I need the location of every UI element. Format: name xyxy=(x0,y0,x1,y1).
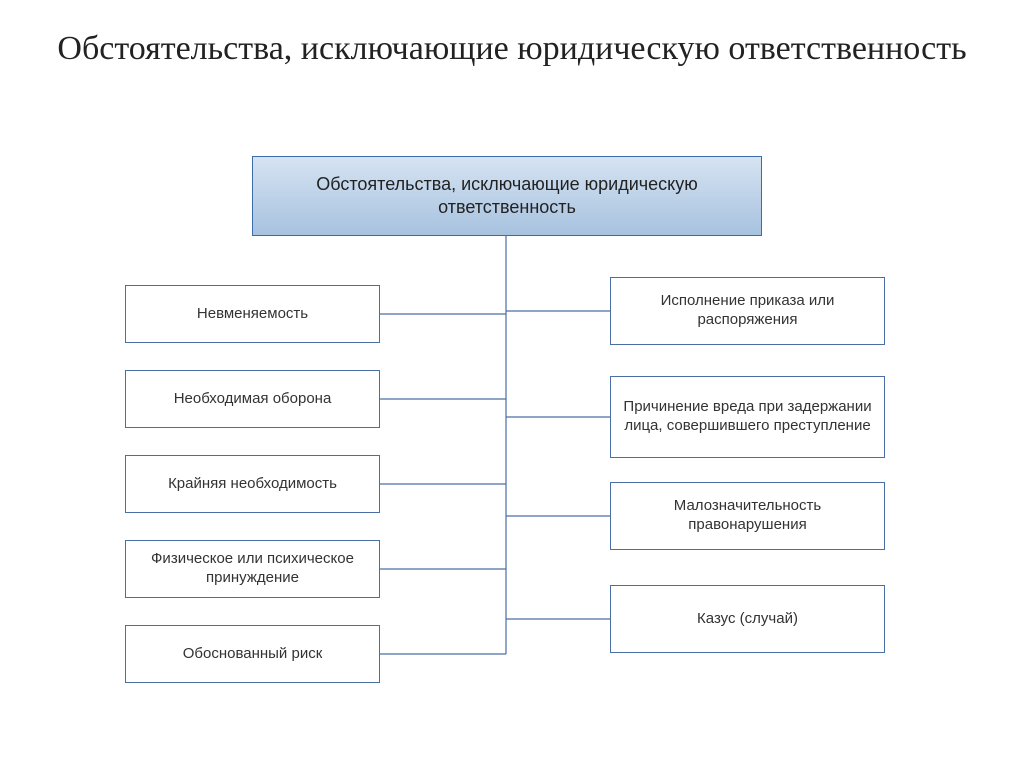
leaf-label: Казус (случай) xyxy=(697,610,798,629)
slide-title: Обстоятельства, исключающие юридическую … xyxy=(0,28,1024,71)
leaf-label: Исполнение приказа или распоряжения xyxy=(621,292,874,330)
leaf-left-1: Необходимая оборона xyxy=(125,370,380,428)
leaf-right-0: Исполнение приказа или распоряжения xyxy=(610,277,885,345)
leaf-right-3: Казус (случай) xyxy=(610,585,885,653)
leaf-label: Физическое или психическое принуждение xyxy=(136,550,369,588)
root-node-label: Обстоятельства, исключающие юридическую … xyxy=(281,173,733,220)
leaf-left-0: Невменяемость xyxy=(125,285,380,343)
root-node: Обстоятельства, исключающие юридическую … xyxy=(252,156,762,236)
leaf-left-3: Физическое или психическое принуждение xyxy=(125,540,380,598)
leaf-left-4: Обоснованный риск xyxy=(125,625,380,683)
leaf-label: Крайняя необходимость xyxy=(168,475,337,494)
slide: Обстоятельства, исключающие юридическую … xyxy=(0,0,1024,767)
leaf-label: Малозначительность правонарушения xyxy=(621,497,874,535)
leaf-label: Невменяемость xyxy=(197,305,308,324)
leaf-left-2: Крайняя необходимость xyxy=(125,455,380,513)
leaf-label: Причинение вреда при задержании лица, со… xyxy=(621,398,874,436)
leaf-right-2: Малозначительность правонарушения xyxy=(610,482,885,550)
leaf-label: Необходимая оборона xyxy=(174,390,332,409)
leaf-label: Обоснованный риск xyxy=(183,645,323,664)
leaf-right-1: Причинение вреда при задержании лица, со… xyxy=(610,376,885,458)
